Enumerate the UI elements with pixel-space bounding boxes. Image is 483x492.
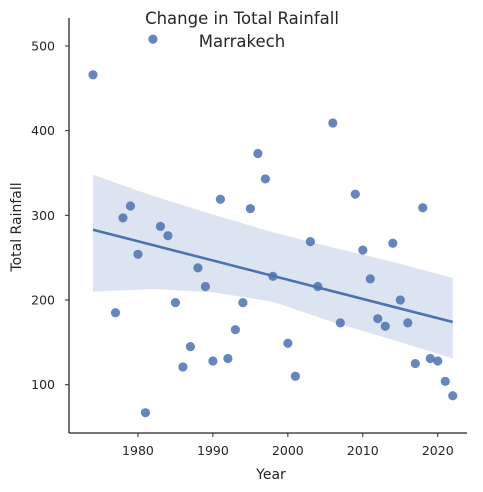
confidence-band-layer — [93, 174, 453, 359]
x-tick-label-2020: 2020 — [422, 443, 454, 458]
data-point-1974 — [88, 70, 98, 80]
data-point-2017 — [410, 358, 420, 369]
axes — [68, 18, 467, 434]
data-point-1996 — [253, 148, 263, 159]
data-point-1978 — [118, 213, 128, 223]
data-point-2020 — [433, 356, 443, 366]
data-point-1987 — [185, 342, 196, 352]
data-point-1984 — [163, 231, 173, 241]
data-point-1990 — [208, 356, 218, 366]
chart-title-line-2: Marrakech — [199, 32, 285, 51]
data-points-layer — [88, 34, 458, 418]
data-point-1985 — [170, 297, 181, 308]
data-point-2013 — [380, 321, 390, 331]
data-point-2011 — [365, 274, 375, 284]
data-point-2012 — [373, 314, 383, 324]
data-point-1988 — [193, 263, 203, 273]
y-tick-label-100: 100 — [31, 377, 55, 392]
data-point-2019 — [425, 353, 435, 364]
data-point-2007 — [335, 318, 345, 328]
y-tick-label-500: 500 — [31, 38, 55, 53]
data-point-2009 — [350, 189, 360, 199]
data-point-1977 — [110, 308, 121, 318]
data-point-2016 — [403, 318, 413, 328]
x-tick-label-2010: 2010 — [347, 443, 379, 458]
chart-title-line-1: Change in Total Rainfall — [145, 9, 339, 28]
data-point-1983 — [155, 221, 166, 231]
data-point-1980 — [133, 249, 143, 259]
y-axis-label: Total Rainfall — [9, 182, 25, 272]
y-tick-label-200: 200 — [31, 293, 55, 308]
regression-line-layer — [92, 228, 454, 324]
data-point-1982 — [148, 34, 158, 44]
data-point-2010 — [358, 245, 368, 255]
data-point-2022 — [448, 391, 458, 401]
y-tick-label-300: 300 — [31, 208, 55, 223]
x-axis-label: Year — [255, 467, 286, 483]
data-point-2021 — [440, 376, 450, 386]
data-point-1993 — [230, 325, 240, 335]
data-point-1991 — [215, 194, 226, 204]
x-ticks: 1980 1990 2000 2010 2020 — [122, 433, 454, 458]
data-point-1992 — [223, 353, 233, 364]
data-point-2014 — [388, 238, 398, 248]
data-point-1989 — [200, 281, 211, 292]
y-tick-label-400: 400 — [31, 123, 55, 138]
data-point-1979 — [125, 201, 136, 211]
data-point-1995 — [245, 203, 255, 214]
data-point-2006 — [328, 118, 338, 128]
data-point-1986 — [178, 362, 188, 372]
data-point-2001 — [290, 371, 300, 381]
regression-line — [92, 228, 454, 324]
x-tick-label-1980: 1980 — [122, 443, 154, 458]
data-point-2003 — [305, 236, 315, 247]
data-point-1981 — [140, 408, 151, 418]
x-tick-label-1990: 1990 — [197, 443, 229, 458]
x-tick-label-2000: 2000 — [272, 443, 304, 458]
data-point-2018 — [418, 203, 428, 213]
data-point-1994 — [238, 297, 248, 308]
data-point-1997 — [260, 174, 270, 184]
data-point-2000 — [283, 338, 293, 348]
confidence-band — [93, 174, 453, 359]
data-point-2015 — [395, 295, 405, 305]
y-ticks: 100 200 300 400 500 — [31, 38, 69, 392]
